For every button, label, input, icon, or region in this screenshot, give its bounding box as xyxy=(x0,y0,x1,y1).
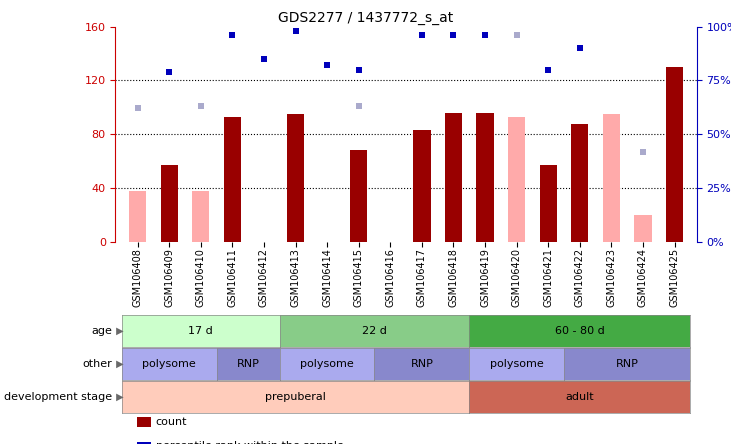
Bar xyxy=(350,151,368,242)
Text: polysome: polysome xyxy=(490,359,543,369)
Text: development stage: development stage xyxy=(4,392,112,402)
Text: RNP: RNP xyxy=(237,359,260,369)
Text: RNP: RNP xyxy=(410,359,433,369)
Bar xyxy=(129,191,146,242)
Bar xyxy=(287,114,304,242)
Text: GDS2277 / 1437772_s_at: GDS2277 / 1437772_s_at xyxy=(278,11,453,25)
Bar xyxy=(224,117,241,242)
Text: other: other xyxy=(82,359,112,369)
Bar xyxy=(508,117,526,242)
Bar xyxy=(161,165,178,242)
Bar xyxy=(602,114,620,242)
Text: prepuberal: prepuberal xyxy=(265,392,326,402)
Text: polysome: polysome xyxy=(143,359,196,369)
Text: 60 - 80 d: 60 - 80 d xyxy=(555,326,605,336)
Text: adult: adult xyxy=(566,392,594,402)
Bar xyxy=(666,67,683,242)
Text: 22 d: 22 d xyxy=(362,326,387,336)
Text: percentile rank within the sample: percentile rank within the sample xyxy=(156,441,344,444)
Bar xyxy=(192,191,210,242)
Bar xyxy=(413,130,431,242)
Text: RNP: RNP xyxy=(616,359,639,369)
Text: age: age xyxy=(91,326,112,336)
Text: polysome: polysome xyxy=(300,359,354,369)
Text: ▶: ▶ xyxy=(113,392,124,402)
Bar xyxy=(477,113,493,242)
Bar xyxy=(539,165,557,242)
Bar xyxy=(444,113,462,242)
Text: ▶: ▶ xyxy=(113,326,124,336)
Bar xyxy=(635,215,651,242)
Text: ▶: ▶ xyxy=(113,359,124,369)
Text: 17 d: 17 d xyxy=(189,326,213,336)
Bar xyxy=(571,123,588,242)
Text: count: count xyxy=(156,417,187,427)
